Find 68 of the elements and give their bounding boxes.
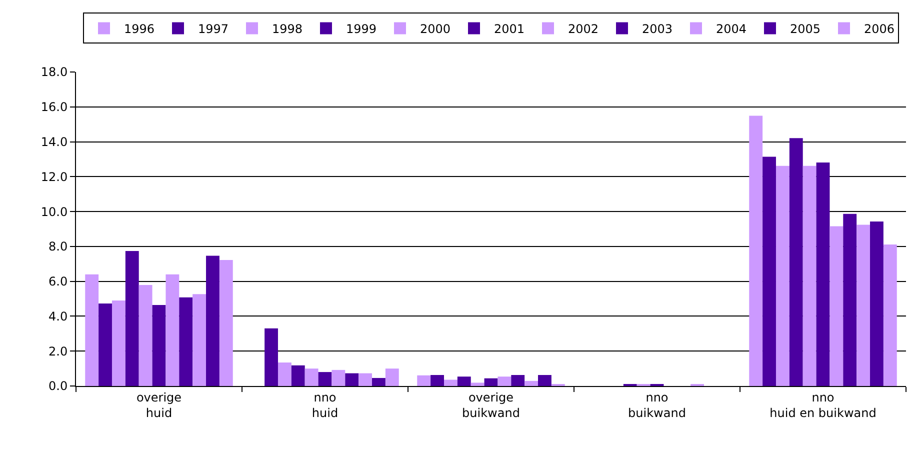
bar (219, 260, 233, 386)
x-tick-label: overige buikwand (462, 390, 520, 420)
legend-label: 2003 (642, 22, 673, 36)
bar (802, 166, 816, 386)
bar (776, 166, 790, 386)
bar (318, 372, 332, 386)
bar (883, 244, 897, 386)
bar (332, 370, 346, 386)
bar (264, 328, 278, 386)
bar (138, 285, 152, 386)
bar (498, 376, 512, 386)
bar (85, 274, 99, 386)
y-tick-label: 4.0 (48, 309, 68, 324)
bar (98, 303, 112, 386)
bar (430, 375, 444, 386)
x-tick-label: nno huid (312, 390, 338, 420)
bar (484, 378, 498, 386)
bar (206, 256, 220, 386)
bar (789, 138, 803, 386)
legend-label: 2001 (494, 22, 525, 36)
y-tick-label: 10.0 (40, 204, 68, 219)
x-tick-label: nno buikwand (628, 390, 686, 420)
bar (524, 380, 538, 386)
legend-label: 2005 (790, 22, 821, 36)
bar (372, 378, 386, 386)
y-tick-label: 16.0 (40, 100, 68, 114)
y-tick-label: 18.0 (40, 65, 68, 80)
bar (457, 376, 471, 386)
bar (345, 373, 359, 386)
bar (358, 373, 372, 386)
bar (385, 368, 399, 386)
y-tick-label: 8.0 (48, 240, 68, 254)
bar (816, 162, 830, 386)
bar (125, 250, 139, 386)
legend-label: 1999 (346, 22, 377, 36)
x-tick-label: overige huid (136, 390, 182, 420)
bar (870, 222, 884, 386)
y-tick-label: 14.0 (40, 134, 68, 149)
y-tick-label: 12.0 (40, 170, 68, 184)
bar (304, 368, 318, 386)
y-tick-label: 2.0 (48, 344, 68, 358)
bar (856, 224, 870, 386)
bar (166, 274, 180, 386)
legend-label: 1997 (198, 22, 229, 36)
bar (843, 214, 857, 386)
legend-label: 2000 (420, 22, 451, 36)
y-tick-label: 6.0 (48, 274, 68, 289)
bar (152, 305, 166, 386)
bar (749, 116, 763, 386)
bar (538, 375, 552, 386)
bar (291, 365, 305, 386)
bar (830, 226, 844, 386)
bar (179, 297, 193, 386)
bar (444, 380, 458, 386)
x-tick-label: nno huid en buikwand (770, 390, 876, 420)
legend-label: 1996 (124, 22, 155, 36)
y-tick-label: 0.0 (48, 379, 68, 394)
bar (192, 294, 206, 386)
legend-label: 1998 (272, 22, 303, 36)
legend-label: 2004 (716, 22, 747, 36)
bar (762, 156, 776, 386)
bar (278, 362, 292, 386)
legend-label: 2002 (568, 22, 599, 36)
bar (112, 300, 126, 386)
bar (417, 375, 431, 386)
legend-label: 2006 (864, 22, 895, 36)
bar (511, 375, 525, 386)
bar (470, 382, 484, 386)
